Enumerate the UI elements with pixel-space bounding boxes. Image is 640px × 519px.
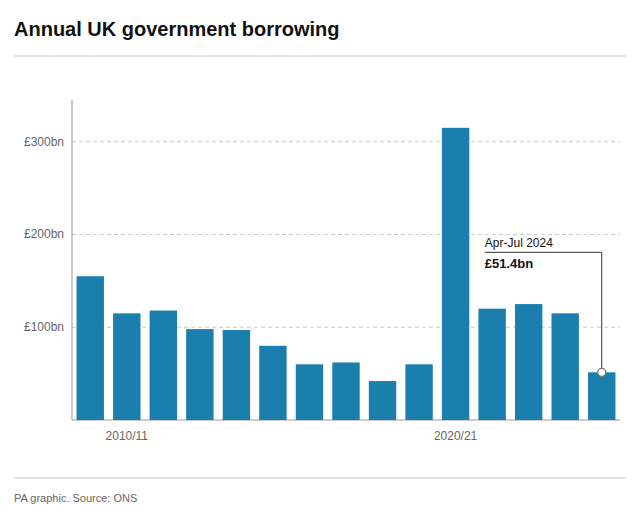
title-rule [14,56,626,57]
chart-container: Annual UK government borrowing £100bn £200… [0,0,640,519]
bar [77,276,104,420]
y-axis-line [72,100,73,420]
bars [77,128,616,420]
bar [369,381,396,420]
annotation-marker [598,368,606,376]
bar [332,362,359,420]
x-tick-label: 2020/21 [434,429,478,443]
annotation-line [485,252,602,253]
bar [150,311,177,420]
grid-line [72,234,620,235]
title: Annual UK government borrowing [14,18,340,40]
annotation: Apr-Jul 2024 £51.4bn [485,236,606,376]
bar [515,304,542,420]
y-tick-label: £300bn [24,135,64,149]
annotation-text: Apr-Jul 2024 [485,236,553,250]
bar [405,364,432,420]
grid [72,142,620,328]
bar [588,372,615,420]
annotation-line [601,252,602,368]
y-tick-label: £200bn [24,227,64,241]
grid-line [72,141,620,142]
bar [113,313,140,420]
x-tick-label: 2010/11 [106,429,149,443]
bar [259,346,286,420]
bar [296,364,323,420]
bar [223,330,250,420]
chart-svg: Annual UK government borrowing £100bn £200… [0,0,640,519]
bar [552,313,579,420]
annotation-label: £51.4bn [485,256,533,271]
y-tick-label: £100bn [24,320,64,334]
bar [442,128,469,420]
bar [478,309,505,420]
subtitle: PA graphic. Source: ONS [14,492,137,504]
footer-rule [14,478,626,479]
bar [186,329,213,420]
